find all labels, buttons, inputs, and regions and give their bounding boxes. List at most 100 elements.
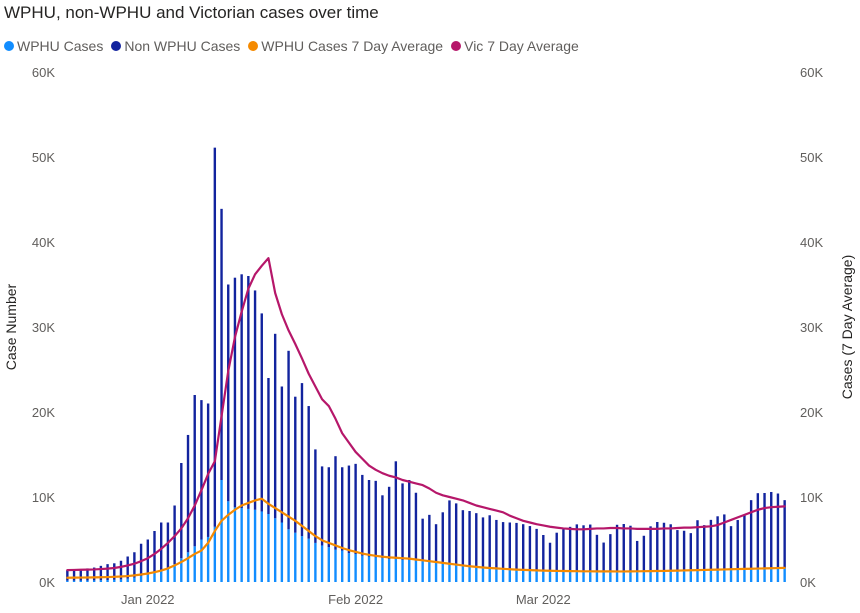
bar-wphu-cases[interactable] bbox=[696, 570, 699, 582]
bar-non-wphu-cases[interactable] bbox=[723, 514, 726, 570]
bar-non-wphu-cases[interactable] bbox=[367, 480, 371, 557]
bar-wphu-cases[interactable] bbox=[689, 570, 692, 582]
bar-non-wphu-cases[interactable] bbox=[595, 534, 599, 572]
bar-wphu-cases[interactable] bbox=[79, 580, 82, 582]
bar-non-wphu-cases[interactable] bbox=[79, 569, 82, 581]
bar-wphu-cases[interactable] bbox=[139, 576, 143, 582]
bar-non-wphu-cases[interactable] bbox=[206, 403, 210, 537]
bar-non-wphu-cases[interactable] bbox=[200, 400, 203, 540]
bar-non-wphu-cases[interactable] bbox=[522, 524, 525, 571]
bar-non-wphu-cases[interactable] bbox=[153, 531, 156, 574]
bar-wphu-cases[interactable] bbox=[260, 511, 263, 582]
bar-non-wphu-cases[interactable] bbox=[186, 434, 190, 553]
bar-non-wphu-cases[interactable] bbox=[260, 313, 263, 512]
bar-wphu-cases[interactable] bbox=[709, 570, 713, 582]
bar-wphu-cases[interactable] bbox=[468, 566, 471, 582]
bar-non-wphu-cases[interactable] bbox=[468, 511, 471, 567]
bar-wphu-cases[interactable] bbox=[682, 570, 686, 582]
bar-wphu-cases[interactable] bbox=[582, 571, 585, 582]
bar-non-wphu-cases[interactable] bbox=[408, 480, 411, 560]
bar-wphu-cases[interactable] bbox=[72, 580, 76, 582]
bar-non-wphu-cases[interactable] bbox=[126, 556, 129, 579]
bar-non-wphu-cases[interactable] bbox=[72, 570, 76, 581]
bar-non-wphu-cases[interactable] bbox=[106, 564, 109, 581]
bar-non-wphu-cases[interactable] bbox=[448, 500, 451, 565]
bar-non-wphu-cases[interactable] bbox=[622, 524, 625, 572]
bar-non-wphu-cases[interactable] bbox=[669, 524, 672, 572]
bar-non-wphu-cases[interactable] bbox=[314, 449, 317, 543]
bar-wphu-cases[interactable] bbox=[475, 566, 478, 582]
bar-wphu-cases[interactable] bbox=[528, 570, 532, 582]
bar-wphu-cases[interactable] bbox=[662, 571, 666, 582]
bar-wphu-cases[interactable] bbox=[267, 514, 270, 582]
bar-non-wphu-cases[interactable] bbox=[602, 542, 605, 572]
bar-non-wphu-cases[interactable] bbox=[374, 480, 377, 558]
bar-wphu-cases[interactable] bbox=[669, 571, 672, 582]
bar-wphu-cases[interactable] bbox=[146, 574, 149, 582]
bar-wphu-cases[interactable] bbox=[106, 580, 109, 582]
bar-non-wphu-cases[interactable] bbox=[682, 530, 686, 571]
bar-wphu-cases[interactable] bbox=[703, 570, 706, 582]
bar-non-wphu-cases[interactable] bbox=[247, 276, 250, 509]
bar-wphu-cases[interactable] bbox=[676, 570, 679, 582]
bar-non-wphu-cases[interactable] bbox=[320, 466, 324, 546]
bar-wphu-cases[interactable] bbox=[354, 553, 357, 582]
bar-wphu-cases[interactable] bbox=[421, 561, 424, 582]
bar-non-wphu-cases[interactable] bbox=[139, 543, 143, 577]
bar-non-wphu-cases[interactable] bbox=[515, 522, 518, 570]
bar-non-wphu-cases[interactable] bbox=[501, 522, 505, 569]
line-wphu-7-day-average[interactable] bbox=[66, 497, 786, 579]
bar-wphu-cases[interactable] bbox=[756, 568, 760, 582]
bar-wphu-cases[interactable] bbox=[716, 569, 719, 582]
bar-wphu-cases[interactable] bbox=[200, 539, 203, 583]
bar-non-wphu-cases[interactable] bbox=[481, 517, 485, 568]
bar-wphu-cases[interactable] bbox=[548, 570, 552, 582]
bar-non-wphu-cases[interactable] bbox=[629, 525, 632, 572]
bar-wphu-cases[interactable] bbox=[428, 561, 431, 582]
bar-non-wphu-cases[interactable] bbox=[642, 535, 646, 572]
bar-non-wphu-cases[interactable] bbox=[749, 500, 753, 569]
bar-wphu-cases[interactable] bbox=[320, 545, 324, 582]
bar-non-wphu-cases[interactable] bbox=[709, 519, 713, 571]
bar-non-wphu-cases[interactable] bbox=[770, 491, 773, 569]
bar-wphu-cases[interactable] bbox=[314, 542, 317, 582]
bar-wphu-cases[interactable] bbox=[770, 568, 773, 582]
bar-non-wphu-cases[interactable] bbox=[716, 516, 719, 570]
bar-non-wphu-cases[interactable] bbox=[233, 277, 237, 508]
line-vic-7-day-average[interactable] bbox=[66, 257, 786, 572]
bar-wphu-cases[interactable] bbox=[609, 571, 612, 582]
bar-non-wphu-cases[interactable] bbox=[227, 284, 230, 502]
legend-item[interactable]: WPHU Cases bbox=[4, 38, 103, 54]
bar-wphu-cases[interactable] bbox=[783, 568, 786, 582]
bar-wphu-cases[interactable] bbox=[233, 507, 237, 582]
bar-wphu-cases[interactable] bbox=[341, 550, 344, 582]
bar-non-wphu-cases[interactable] bbox=[99, 565, 103, 581]
bar-non-wphu-cases[interactable] bbox=[461, 510, 465, 566]
bar-wphu-cases[interactable] bbox=[361, 555, 364, 582]
bar-wphu-cases[interactable] bbox=[347, 553, 351, 582]
bar-wphu-cases[interactable] bbox=[294, 532, 297, 582]
bar-wphu-cases[interactable] bbox=[240, 508, 243, 582]
bar-wphu-cases[interactable] bbox=[589, 571, 592, 582]
bar-wphu-cases[interactable] bbox=[180, 558, 183, 582]
bar-non-wphu-cases[interactable] bbox=[341, 467, 344, 551]
bar-non-wphu-cases[interactable] bbox=[783, 500, 786, 569]
bar-non-wphu-cases[interactable] bbox=[180, 463, 183, 559]
bar-wphu-cases[interactable] bbox=[173, 564, 176, 582]
bar-wphu-cases[interactable] bbox=[522, 570, 525, 582]
bar-wphu-cases[interactable] bbox=[206, 536, 210, 582]
bar-wphu-cases[interactable] bbox=[133, 577, 136, 582]
bar-non-wphu-cases[interactable] bbox=[414, 492, 418, 561]
bar-wphu-cases[interactable] bbox=[227, 501, 230, 582]
bar-wphu-cases[interactable] bbox=[729, 569, 733, 583]
bar-wphu-cases[interactable] bbox=[535, 570, 538, 582]
bar-wphu-cases[interactable] bbox=[247, 508, 250, 582]
bar-wphu-cases[interactable] bbox=[515, 569, 518, 582]
bar-non-wphu-cases[interactable] bbox=[113, 563, 116, 580]
bar-non-wphu-cases[interactable] bbox=[434, 524, 438, 563]
bar-non-wphu-cases[interactable] bbox=[562, 529, 565, 571]
bar-non-wphu-cases[interactable] bbox=[575, 524, 579, 572]
bar-wphu-cases[interactable] bbox=[649, 571, 652, 583]
bar-wphu-cases[interactable] bbox=[367, 556, 371, 583]
bar-non-wphu-cases[interactable] bbox=[528, 526, 532, 571]
